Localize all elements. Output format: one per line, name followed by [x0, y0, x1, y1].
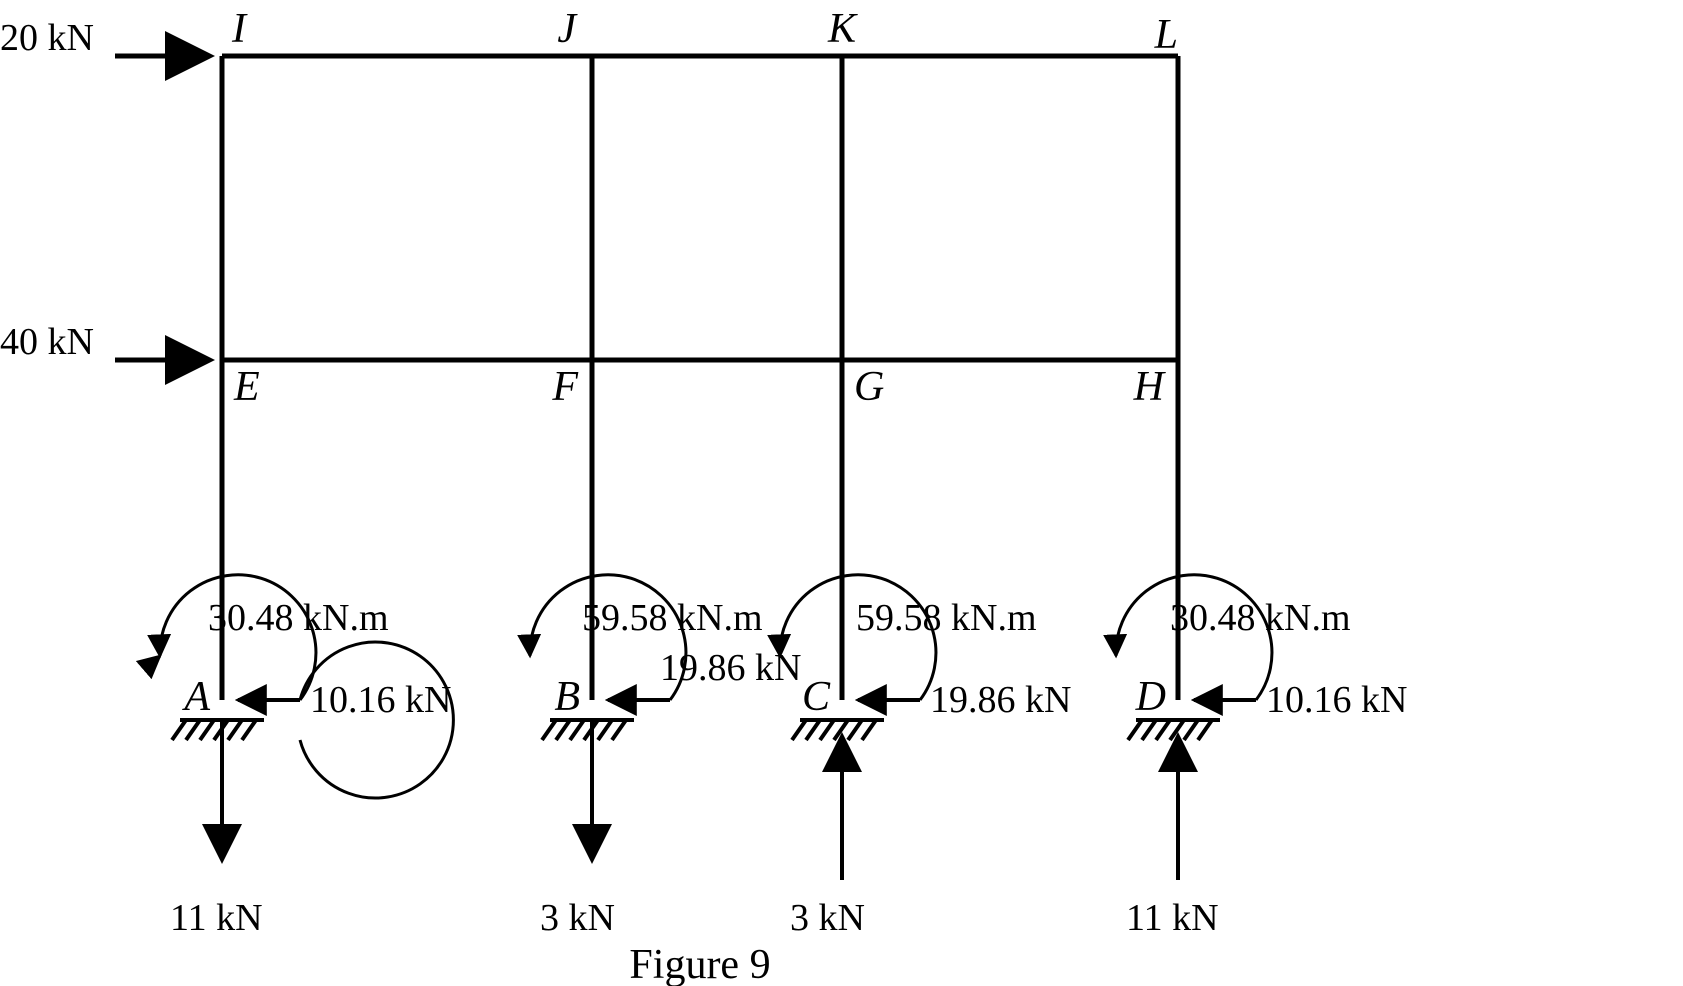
node-label-K: K — [827, 6, 858, 52]
node-label-L: L — [1154, 12, 1178, 58]
node-label-B: B — [554, 674, 580, 720]
moment-label-A: 30.48 kN.m — [208, 597, 389, 639]
support-A: A 30.48 kN.m 10.16 kN 11 kN — [152, 575, 453, 939]
horiz-label-A: 10.16 kN — [310, 679, 451, 721]
vert-label-D: 11 kN — [1126, 897, 1219, 939]
load-mid: 40 kN — [0, 321, 210, 363]
horiz-label-D: 10.16 kN — [1266, 679, 1407, 721]
load-mid-label: 40 kN — [0, 321, 94, 363]
vert-label-B: 3 kN — [540, 897, 615, 939]
moment-label-B: 59.58 kN.m — [582, 597, 763, 639]
support-D: D 30.48 kN.m 10.16 kN 11 kN — [1116, 575, 1408, 939]
vert-label-C: 3 kN — [790, 897, 865, 939]
node-label-A: A — [181, 674, 210, 720]
node-label-E: E — [233, 364, 260, 410]
support-B: B 59.58 kN.m 19.86 kN 3 kN — [530, 575, 802, 939]
structural-frame-diagram: I J K L E F G H 20 kN 40 kN A — [0, 0, 1683, 986]
node-label-G: G — [854, 364, 884, 410]
load-top: 20 kN — [0, 17, 210, 59]
moment-label-D: 30.48 kN.m — [1170, 597, 1351, 639]
vert-label-A: 11 kN — [170, 897, 263, 939]
figure-caption: Figure 9 — [629, 942, 770, 986]
node-label-J: J — [557, 6, 578, 52]
support-C: C 59.58 kN.m 19.86 kN 3 kN — [780, 575, 1072, 939]
node-label-D: D — [1135, 674, 1166, 720]
node-label-C: C — [802, 674, 831, 720]
load-top-label: 20 kN — [0, 17, 94, 59]
horiz-label-C: 19.86 kN — [930, 679, 1071, 721]
moment-label-C: 59.58 kN.m — [856, 597, 1037, 639]
node-label-I: I — [231, 6, 248, 52]
node-label-F: F — [551, 364, 578, 410]
node-label-H: H — [1133, 364, 1167, 410]
